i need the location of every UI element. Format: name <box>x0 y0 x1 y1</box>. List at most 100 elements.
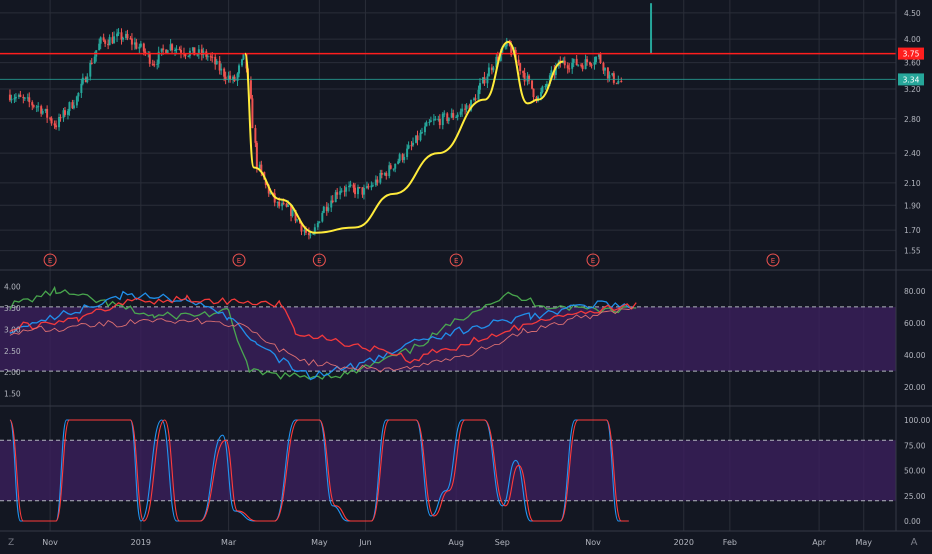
candle-body[interactable] <box>425 122 428 127</box>
candle-body[interactable] <box>447 117 450 121</box>
candle-body[interactable] <box>322 206 325 213</box>
candle-body[interactable] <box>331 200 334 203</box>
candle-body[interactable] <box>566 65 569 69</box>
candle-body[interactable] <box>580 64 583 66</box>
indicator-series-line[interactable] <box>9 290 634 381</box>
candle-body[interactable] <box>148 53 151 64</box>
candle-body[interactable] <box>420 132 423 134</box>
candle-body[interactable] <box>63 110 66 115</box>
candle-body[interactable] <box>541 86 544 92</box>
candle-body[interactable] <box>416 135 419 141</box>
candle-body[interactable] <box>72 105 75 109</box>
candle-body[interactable] <box>35 106 38 108</box>
candle-body[interactable] <box>99 37 102 44</box>
candle-body[interactable] <box>589 62 592 65</box>
candle-body[interactable] <box>595 56 597 63</box>
candle-body[interactable] <box>343 190 346 192</box>
candle-body[interactable] <box>539 91 542 97</box>
candle-body[interactable] <box>130 38 133 45</box>
candle-body[interactable] <box>443 113 446 115</box>
candle-body[interactable] <box>389 165 392 169</box>
candle-body[interactable] <box>46 109 49 118</box>
candle-body[interactable] <box>281 203 284 207</box>
indicator-series-line[interactable] <box>9 307 634 373</box>
candle-body[interactable] <box>220 68 223 71</box>
candle-body[interactable] <box>50 118 53 124</box>
candle-body[interactable] <box>258 164 261 169</box>
candle-body[interactable] <box>478 83 481 90</box>
candle-body[interactable] <box>8 94 11 101</box>
candle-body[interactable] <box>495 56 498 68</box>
candle-body[interactable] <box>90 62 93 64</box>
candle-body[interactable] <box>321 212 324 222</box>
candle-body[interactable] <box>160 48 163 52</box>
candle-body[interactable] <box>532 88 535 98</box>
stochastic-series-line[interactable] <box>9 419 629 522</box>
candle-body[interactable] <box>313 227 316 233</box>
candle-body[interactable] <box>209 56 212 58</box>
candle-body[interactable] <box>37 106 40 108</box>
candle-body[interactable] <box>615 82 618 84</box>
candle-body[interactable] <box>214 56 217 65</box>
candle-body[interactable] <box>144 51 147 54</box>
candle-body[interactable] <box>603 67 606 71</box>
candle-body[interactable] <box>290 205 293 216</box>
candle-body[interactable] <box>599 54 602 63</box>
candle-body[interactable] <box>349 184 352 186</box>
candle-body[interactable] <box>407 145 410 149</box>
candle-body[interactable] <box>403 156 406 161</box>
timezone-icon[interactable]: Z <box>8 538 14 548</box>
earnings-marker[interactable] <box>449 253 463 267</box>
candle-body[interactable] <box>357 187 360 195</box>
candle-body[interactable] <box>354 187 357 195</box>
candle-body[interactable] <box>487 67 490 77</box>
candle-body[interactable] <box>464 108 467 110</box>
indicator-panel[interactable] <box>0 285 896 381</box>
candle-body[interactable] <box>504 46 507 48</box>
candle-body[interactable] <box>294 210 297 221</box>
candle-body[interactable] <box>187 55 190 57</box>
candle-body[interactable] <box>568 68 571 70</box>
candle-body[interactable] <box>153 64 156 66</box>
candle-body[interactable] <box>98 43 101 51</box>
candle-body[interactable] <box>55 125 58 128</box>
candle-body[interactable] <box>77 92 80 97</box>
candle-body[interactable] <box>117 32 120 34</box>
candle-body[interactable] <box>276 201 279 203</box>
candle-body[interactable] <box>282 203 285 205</box>
candle-body[interactable] <box>345 187 348 192</box>
candle-body[interactable] <box>139 43 142 47</box>
candle-body[interactable] <box>272 192 275 194</box>
candle-body[interactable] <box>102 37 105 41</box>
candle-body[interactable] <box>394 163 397 169</box>
candle-body[interactable] <box>304 229 307 233</box>
candle-body[interactable] <box>218 60 221 71</box>
candle-body[interactable] <box>438 118 441 126</box>
candle-body[interactable] <box>260 164 263 173</box>
candle-body[interactable] <box>593 62 596 65</box>
earnings-marker[interactable] <box>312 253 326 267</box>
candle-body[interactable] <box>617 80 620 84</box>
candle-body[interactable] <box>459 111 462 115</box>
candle-body[interactable] <box>379 172 382 183</box>
cup-handle-annotation[interactable] <box>243 40 564 234</box>
candle-body[interactable] <box>385 173 388 177</box>
candle-body[interactable] <box>296 219 299 221</box>
candle-body[interactable] <box>499 52 502 61</box>
candle-body[interactable] <box>473 98 476 101</box>
candle-body[interactable] <box>446 113 449 121</box>
candle-body[interactable] <box>238 65 241 74</box>
candle-body[interactable] <box>470 100 473 111</box>
candle-body[interactable] <box>138 46 141 49</box>
candle-body[interactable] <box>233 76 236 81</box>
candle-body[interactable] <box>483 77 486 84</box>
candle-body[interactable] <box>242 53 245 60</box>
candle-body[interactable] <box>107 43 110 46</box>
candle-body[interactable] <box>93 56 96 64</box>
candle-body[interactable] <box>254 128 257 143</box>
candle-body[interactable] <box>126 33 129 39</box>
candle-body[interactable] <box>606 67 609 79</box>
candle-body[interactable] <box>428 121 431 123</box>
candle-body[interactable] <box>62 110 65 118</box>
